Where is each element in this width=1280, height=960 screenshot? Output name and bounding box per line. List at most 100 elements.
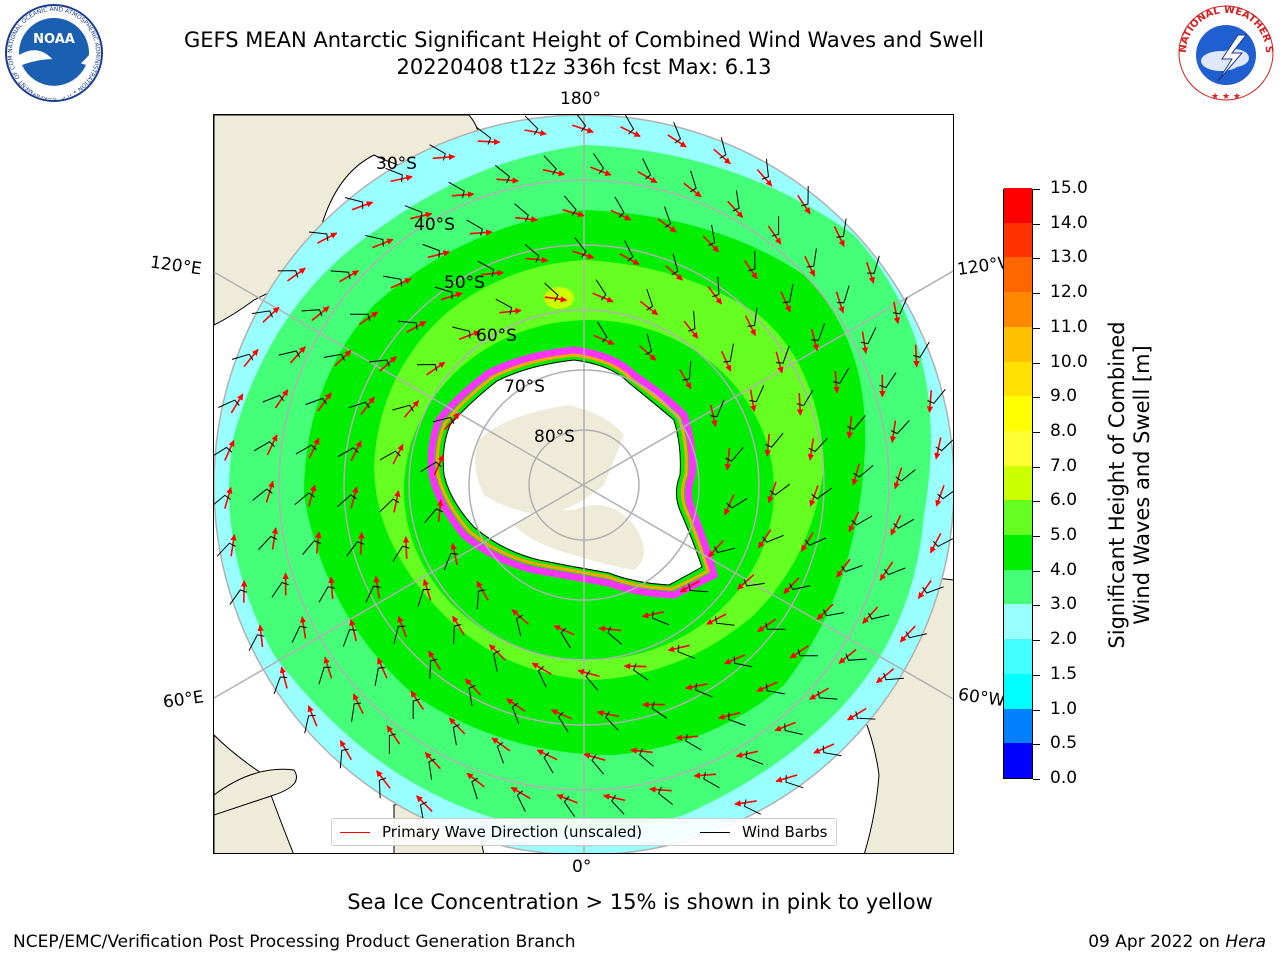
colorbar-tick — [1033, 293, 1040, 295]
colorbar-tick — [1033, 431, 1040, 433]
latitude-labels: 30°S 40°S 50°S 60°S 70°S 80°S — [376, 154, 575, 447]
wind-barb — [392, 545, 410, 562]
wind-barb — [745, 750, 764, 765]
wind-barb — [251, 310, 273, 318]
colorbar-tick — [1033, 501, 1040, 503]
wind-barb — [673, 122, 682, 144]
wind-barb — [847, 415, 866, 430]
wave-direction-arrow — [797, 194, 811, 215]
colorbar-tick-label: 7.0 — [1050, 455, 1078, 476]
wind-barb — [811, 323, 826, 341]
band-6-7m-patch — [544, 287, 574, 309]
wave-direction-arrow — [525, 256, 549, 264]
wind-barb — [476, 589, 486, 610]
wind-barb — [851, 515, 873, 526]
wind-barb — [855, 711, 876, 720]
colorbar-tick — [1033, 397, 1040, 399]
colorbar-tick-label: 11.0 — [1050, 316, 1088, 337]
wave-direction-arrow — [735, 750, 758, 759]
wave-direction-arrow — [743, 260, 758, 280]
wind-barb — [424, 508, 443, 524]
map-panel: 30°S 40°S 50°S 60°S 70°S 80°S Primary Wa… — [213, 114, 954, 854]
colorbar-label: Significant Height of Combined Wind Wave… — [1105, 321, 1155, 648]
colorbar-tick-label: 3.0 — [1050, 594, 1078, 615]
wave-direction-arrow — [286, 267, 306, 282]
wind-barb — [657, 786, 674, 805]
wind-barb — [785, 775, 804, 789]
wave-direction-arrow — [926, 390, 934, 413]
wind-barb — [651, 611, 670, 626]
wind-barb — [611, 794, 625, 815]
colorbar-segment — [1004, 638, 1032, 674]
wind-barb — [392, 404, 414, 412]
colorbar-segment — [1004, 326, 1032, 362]
wind-barb — [879, 372, 897, 389]
wave-direction-arrow — [410, 690, 425, 710]
meridian-60e-120w — [214, 270, 953, 699]
colorbar-tick-label: 1.5 — [1050, 663, 1078, 684]
colorbar-segment — [1004, 603, 1032, 640]
wind-barb — [453, 624, 462, 645]
colorbar-tick — [1033, 640, 1040, 642]
wind-barb — [744, 799, 762, 815]
colorbar-tick — [1033, 258, 1040, 260]
colorbar-tick — [1033, 709, 1040, 711]
wind-barb — [524, 115, 539, 136]
wave-direction-arrow — [437, 499, 444, 523]
colorbar-tick-label: 9.0 — [1050, 386, 1078, 407]
wind-barb — [515, 614, 523, 637]
legend-item-wind-barbs: Wind Barbs — [700, 823, 827, 841]
wind-barb — [422, 243, 440, 258]
wave-direction-arrow — [861, 331, 869, 354]
wave-direction-arrow — [809, 687, 830, 700]
colorbar-tick-label: 2.0 — [1050, 629, 1078, 650]
wind-barb — [892, 297, 908, 315]
wind-barb — [388, 733, 397, 754]
wind-barb — [883, 567, 906, 576]
colorbar-tick — [1033, 536, 1040, 538]
wind-barb — [782, 284, 794, 304]
madagascar-land — [214, 768, 297, 816]
wind-barb — [769, 483, 790, 496]
wind-barb — [689, 170, 697, 193]
noaa-logo: NATIONAL OCEANIC AND ATMOSPHERIC ADMINIS… — [4, 3, 103, 102]
wind-barb — [393, 625, 406, 645]
wind-barb — [804, 537, 827, 546]
wind-barb — [840, 565, 863, 573]
wave-direction-arrow — [623, 663, 647, 670]
map-legend: Primary Wave Direction (unscaled) Wind B… — [331, 818, 837, 846]
colorbar-segment — [1004, 742, 1032, 778]
wind-barb — [861, 327, 877, 345]
colorbar-segment — [1004, 534, 1032, 570]
lat-label-80s: 80°S — [534, 427, 575, 447]
lat-label-40s: 40°S — [414, 215, 455, 235]
wind-barb — [432, 416, 455, 424]
wind-barb — [576, 115, 587, 132]
wind-barb — [434, 286, 453, 300]
wind-barb — [585, 670, 599, 691]
colorbar-label-line2: Wind Waves and Swell [m] — [1130, 345, 1154, 625]
wind-barb — [471, 777, 479, 800]
wind-barb — [664, 206, 672, 229]
wave-direction-arrow — [724, 447, 731, 471]
wind-barb — [725, 446, 744, 462]
wind-barb — [743, 579, 765, 587]
wind-barb — [291, 625, 307, 643]
nws-logo: NATIONAL WEATHER SERVICE ★ ★ ★ — [1176, 3, 1274, 102]
wind-barb — [294, 492, 315, 505]
wave-direction-arrow — [592, 292, 614, 303]
wind-barb — [318, 666, 332, 685]
lat-label-70s: 70°S — [504, 377, 545, 397]
wave-direction-arrow — [339, 740, 352, 761]
wind-barb — [304, 714, 316, 734]
wave-direction-swatch — [340, 832, 370, 833]
wind-barb — [477, 260, 495, 277]
colorbar-tick-label: 10.0 — [1050, 351, 1088, 372]
wind-barb — [688, 310, 696, 332]
wind-barb — [749, 384, 765, 403]
wind-barb — [806, 248, 817, 268]
wind-barb — [695, 683, 713, 698]
wind-barb — [302, 540, 321, 555]
wave-direction-arrow — [572, 124, 594, 134]
wind-barb — [822, 609, 845, 617]
